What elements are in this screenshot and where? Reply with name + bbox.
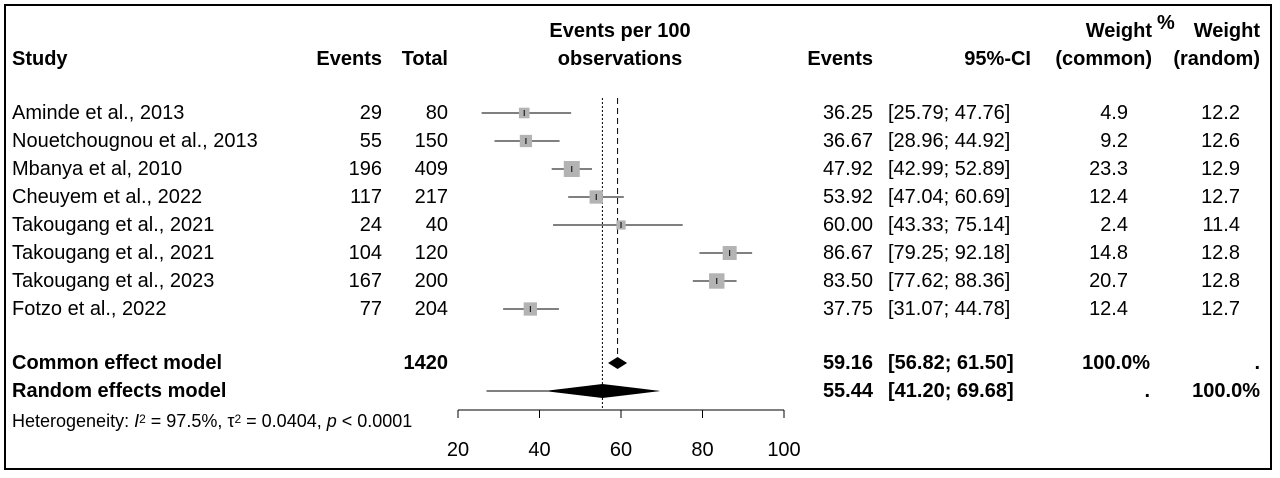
- x-axis-tick-label: 100: [767, 439, 800, 461]
- study-total: 150: [414, 130, 448, 152]
- header-weight-random-line2: (random): [1173, 48, 1260, 70]
- study-estimate: 83.50: [822, 270, 873, 292]
- header-events: Events: [316, 48, 382, 70]
- header-weight-common-line1: Weight: [1085, 20, 1152, 42]
- header-study: Study: [12, 48, 68, 70]
- study-estimate: 36.67: [822, 130, 873, 152]
- random-label: Random effects model: [12, 380, 227, 402]
- x-axis-tick-label: 20: [447, 439, 469, 461]
- study-events: 24: [359, 214, 382, 236]
- common-total: 1420: [403, 352, 449, 374]
- study-ci: [28.96; 44.92]: [888, 130, 1011, 152]
- study-weight-random: 12.7: [1201, 298, 1240, 320]
- study-name: Takougang et al., 2021: [12, 214, 215, 236]
- study-estimate: 53.92: [822, 186, 873, 208]
- study-weight-random: 12.8: [1201, 242, 1240, 264]
- common-estimate: 59.16: [822, 352, 873, 374]
- study-estimate: 37.75: [822, 298, 873, 320]
- study-name: Aminde et al., 2013: [12, 102, 185, 124]
- study-events: 167: [348, 270, 382, 292]
- study-ci: [47.04; 60.69]: [888, 186, 1011, 208]
- common-weight-common: 100.0%: [1082, 352, 1150, 374]
- study-events: 55: [359, 130, 382, 152]
- study-ci: [79.25; 92.18]: [888, 242, 1011, 264]
- random-weight-random: 100.0%: [1192, 380, 1260, 402]
- tau-squared-symbol: τ: [227, 411, 235, 431]
- study-name: Takougang et al., 2023: [12, 270, 215, 292]
- study-weight-common: 20.7: [1089, 270, 1128, 292]
- study-total: 204: [414, 298, 448, 320]
- heterogeneity-prefix: Heterogeneity:: [12, 411, 135, 431]
- study-total: 409: [414, 158, 448, 180]
- study-weight-random: 12.6: [1201, 130, 1240, 152]
- study-events: 29: [359, 102, 382, 124]
- header-axis-line1: Events per 100: [549, 20, 691, 42]
- study-total: 120: [414, 242, 448, 264]
- study-ci: [42.99; 52.89]: [888, 158, 1011, 180]
- i-squared-symbol: I: [134, 411, 140, 431]
- study-events: 117: [350, 186, 382, 208]
- study-events: 104: [348, 242, 382, 264]
- tau-squared-exponent: 2: [234, 412, 242, 426]
- study-weight-common: 23.3: [1089, 158, 1128, 180]
- study-weight-random: 12.8: [1201, 270, 1240, 292]
- common-ci: [56.82; 61.50]: [888, 352, 1014, 374]
- study-weight-common: 12.4: [1089, 298, 1128, 320]
- x-axis-tick-label: 60: [610, 439, 632, 461]
- heterogeneity-statement: Heterogeneity: I2 = 97.5%, τ2 = 0.0404, …: [12, 410, 412, 432]
- study-total: 200: [414, 270, 448, 292]
- study-weight-random: 11.4: [1202, 214, 1240, 236]
- study-total: 80: [425, 102, 448, 124]
- i-squared-exponent: 2: [139, 412, 146, 426]
- common-effect-diamond: [608, 357, 628, 369]
- study-total: 40: [425, 214, 448, 236]
- random-estimate: 55.44: [822, 380, 873, 402]
- study-events: 196: [348, 158, 382, 180]
- header-percent: %: [1157, 12, 1175, 34]
- study-weight-common: 14.8: [1089, 242, 1128, 264]
- study-ci: [25.79; 47.76]: [888, 102, 1011, 124]
- study-estimate: 47.92: [822, 158, 873, 180]
- random-effects-diamond: [544, 384, 661, 398]
- p-value: < 0.0001: [336, 411, 413, 431]
- x-axis-tick-label: 80: [691, 439, 713, 461]
- random-weight-common: .: [1144, 380, 1150, 402]
- study-weight-common: 9.2: [1100, 130, 1128, 152]
- header-axis-line2: observations: [557, 48, 683, 70]
- tau-squared-value: = 0.0404,: [241, 411, 327, 431]
- study-name: Mbanya et al, 2010: [12, 158, 183, 180]
- common-weight-random: .: [1254, 352, 1260, 374]
- study-ci: [43.33; 75.14]: [888, 214, 1011, 236]
- study-ci: [77.62; 88.36]: [888, 270, 1011, 292]
- p-value-symbol: p: [326, 411, 337, 431]
- x-axis-tick-label: 40: [528, 439, 550, 461]
- study-name: Takougang et al., 2021: [12, 242, 215, 264]
- header-weight-common-line2: (common): [1055, 48, 1152, 70]
- study-weight-common: 4.9: [1100, 102, 1128, 124]
- study-total: 217: [414, 186, 448, 208]
- study-estimate: 86.67: [822, 242, 873, 264]
- study-weight-random: 12.7: [1201, 186, 1240, 208]
- study-weight-common: 12.4: [1089, 186, 1128, 208]
- study-name: Fotzo et al., 2022: [12, 298, 167, 320]
- header-weight-random-line1: Weight: [1193, 20, 1260, 42]
- random-ci: [41.20; 69.68]: [888, 380, 1014, 402]
- study-weight-random: 12.2: [1201, 102, 1240, 124]
- header-total: Total: [401, 48, 448, 70]
- study-name: Cheuyem et al., 2022: [12, 186, 203, 208]
- common-label: Common effect model: [12, 352, 223, 374]
- study-weight-common: 2.4: [1100, 214, 1128, 236]
- study-estimate: 60.00: [822, 214, 873, 236]
- header-est: Events: [807, 48, 873, 70]
- study-ci: [31.07; 44.78]: [888, 298, 1011, 320]
- figure-frame: [4, 4, 1272, 470]
- i-squared-value: = 97.5%,: [145, 411, 228, 431]
- header-ci: 95%-CI: [964, 48, 1031, 70]
- study-weight-random: 12.9: [1201, 158, 1240, 180]
- study-name: Nouetchougnou et al., 2013: [12, 130, 258, 152]
- study-estimate: 36.25: [822, 102, 873, 124]
- study-events: 77: [359, 298, 382, 320]
